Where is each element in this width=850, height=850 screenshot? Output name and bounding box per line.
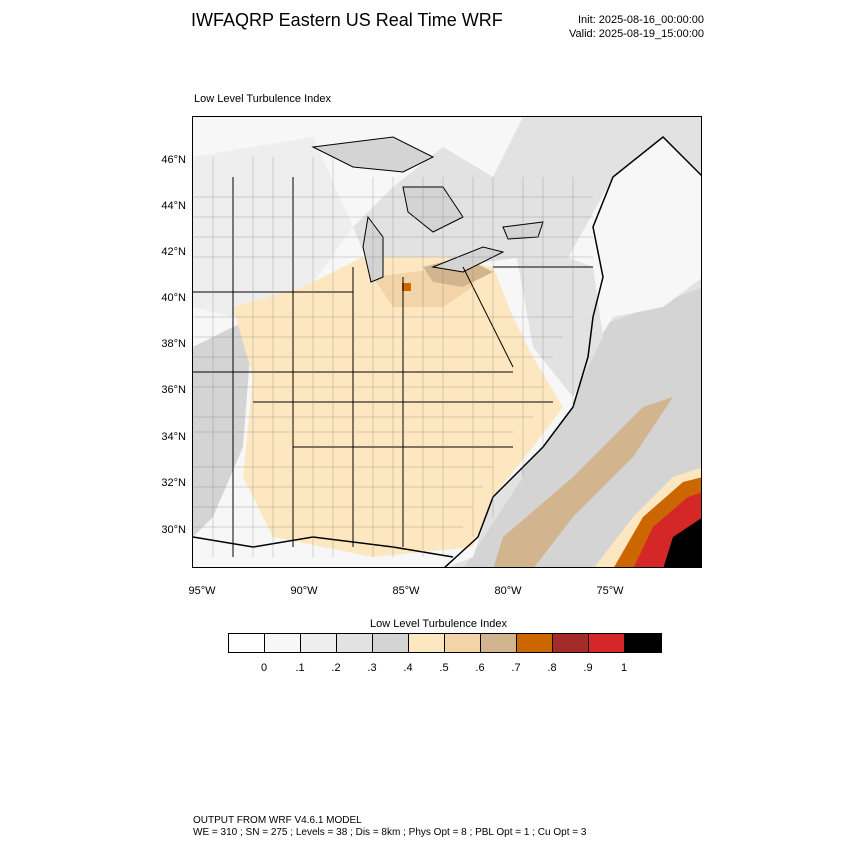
colorbar-tick-label: .5	[439, 662, 449, 674]
lon-label-80: 80°W	[494, 585, 522, 597]
lat-label-34: 34°N	[161, 431, 186, 443]
model-info-line1: OUTPUT FROM WRF V4.6.1 MODEL	[193, 815, 362, 826]
lat-label-46: 46°N	[161, 154, 186, 166]
colorbar-tick-label: .8	[547, 662, 557, 674]
colorbar-swatch	[337, 634, 373, 652]
lon-label-90: 90°W	[290, 585, 318, 597]
map-panel	[192, 116, 702, 568]
time-info: Init: 2025-08-16_00:00:00 Valid: 2025-08…	[569, 13, 704, 41]
coastline	[444, 135, 701, 567]
colorbar-swatch	[265, 634, 301, 652]
colorbar-swatch	[301, 634, 337, 652]
lon-label-85: 85°W	[392, 585, 420, 597]
colorbar-tick-label: 1	[620, 662, 628, 674]
colorbar-tick-label: .6	[475, 662, 485, 674]
offshore-band-10	[663, 518, 701, 567]
lat-label-44: 44°N	[161, 200, 186, 212]
colorbar-tick-label: .2	[331, 662, 341, 674]
colorbar-swatch	[625, 634, 661, 652]
lat-label-40: 40°N	[161, 292, 186, 304]
page-title: IWFAQRP Eastern US Real Time WRF	[191, 10, 503, 30]
lake-erie	[431, 246, 505, 273]
lake-superior	[311, 136, 435, 173]
colorbar-tick-label: .3	[367, 662, 377, 674]
init-time: Init: 2025-08-16_00:00:00	[578, 14, 704, 26]
colorbar-tick-label: .7	[511, 662, 521, 674]
lon-label-75: 75°W	[596, 585, 624, 597]
county-borders	[193, 157, 593, 557]
model-info: OUTPUT FROM WRF V4.6.1 MODEL WE = 310 ; …	[193, 815, 586, 839]
colorbar-swatch	[589, 634, 625, 652]
colorbar-tick-label: .9	[583, 662, 593, 674]
colorbar-swatch	[409, 634, 445, 652]
colorbar	[228, 633, 662, 653]
lat-label-36: 36°N	[161, 384, 186, 396]
colorbar-tick-label: .4	[403, 662, 413, 674]
lat-label-30: 30°N	[161, 524, 186, 536]
colorbar-swatch	[481, 634, 517, 652]
state-borders	[193, 177, 593, 557]
turbulence-map	[193, 117, 701, 567]
lake-huron	[402, 186, 464, 233]
lat-label-32: 32°N	[161, 477, 186, 489]
valid-time: Valid: 2025-08-19_15:00:00	[569, 28, 704, 40]
colorbar-swatch	[373, 634, 409, 652]
colorbar-swatch	[229, 634, 265, 652]
lat-label-38: 38°N	[161, 338, 186, 350]
plot-title: Low Level Turbulence Index	[194, 93, 331, 105]
colorbar-title: Low Level Turbulence Index	[370, 618, 507, 630]
turbulence-peak	[402, 283, 411, 291]
colorbar-tick-label: 0	[260, 662, 268, 674]
colorbar-swatch	[553, 634, 589, 652]
model-info-line2: WE = 310 ; SN = 275 ; Levels = 38 ; Dis …	[193, 827, 587, 838]
lon-label-95: 95°W	[188, 585, 216, 597]
offshore-band-07	[493, 397, 673, 567]
colorbar-swatch	[445, 634, 481, 652]
lat-label-42: 42°N	[161, 246, 186, 258]
colorbar-tick-label: .1	[295, 662, 305, 674]
turbulence-zone-05	[233, 257, 563, 557]
colorbar-swatch	[517, 634, 553, 652]
